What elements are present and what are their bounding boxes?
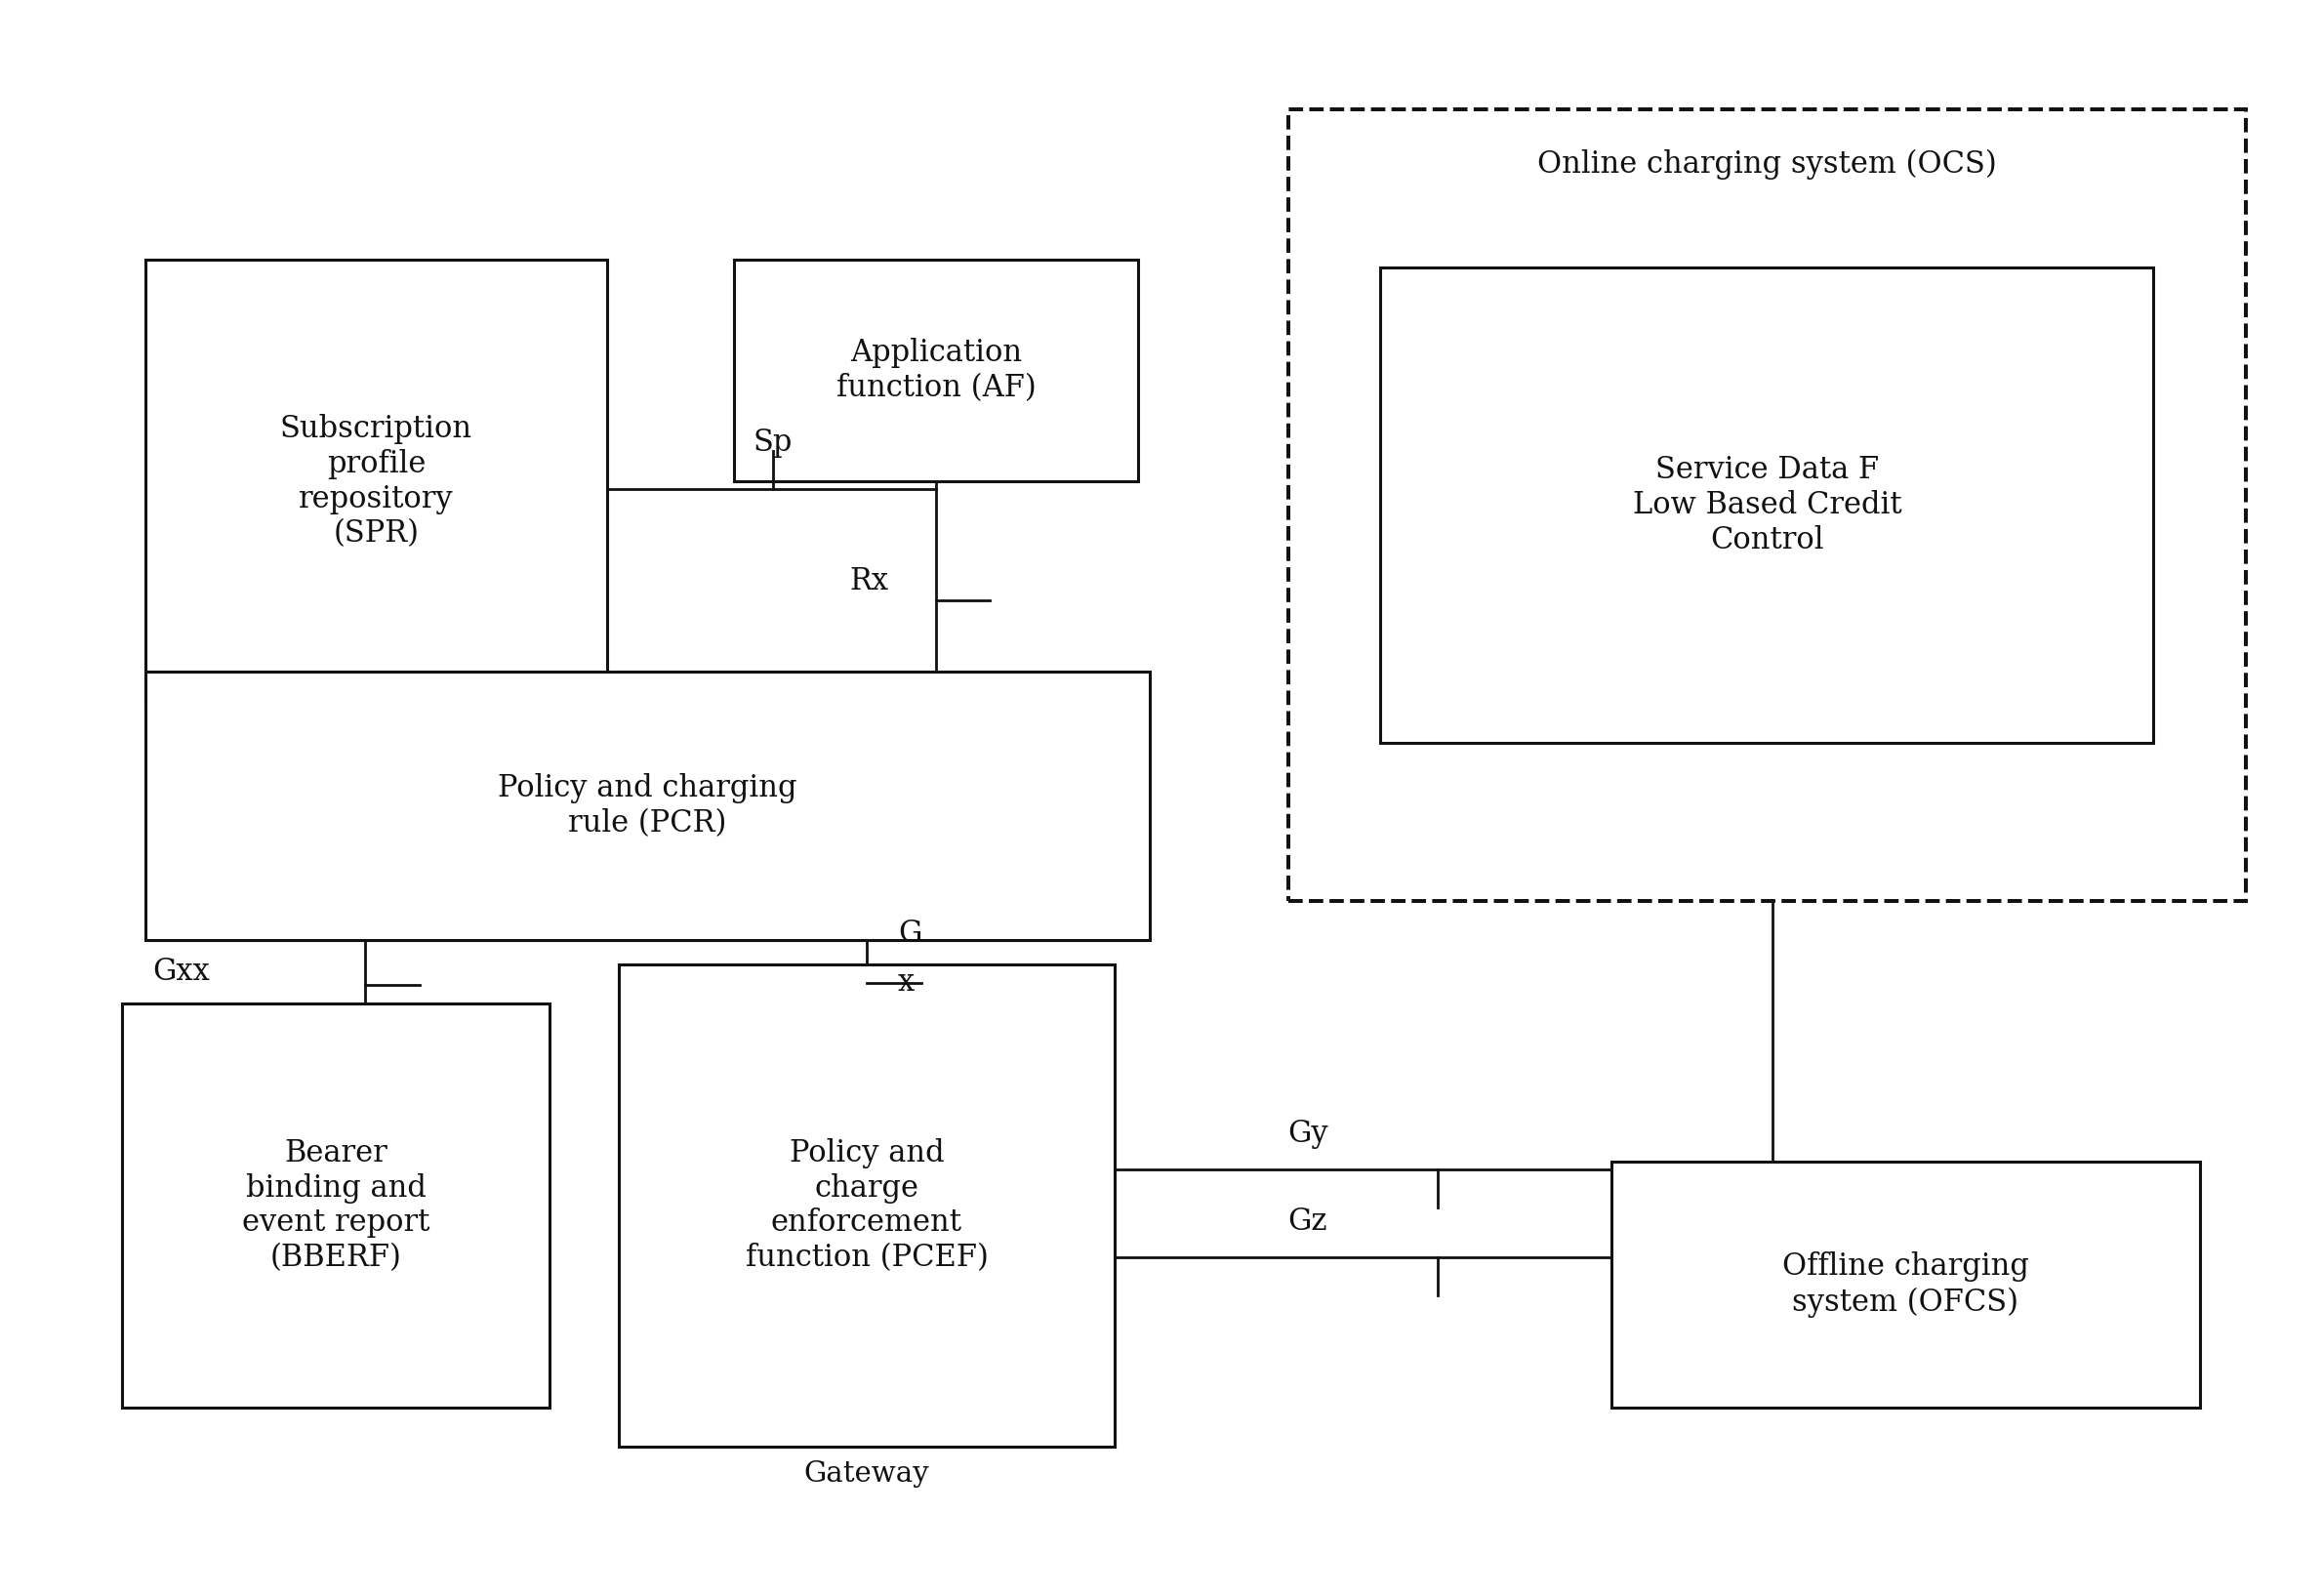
Bar	[618, 964, 1115, 1448]
Text: Offline charging
system (OFCS): Offline charging system (OFCS)	[1781, 1251, 2029, 1317]
Text: Application
function (AF): Application function (AF)	[836, 338, 1036, 404]
Bar	[1611, 1162, 2199, 1408]
Text: Rx: Rx	[850, 567, 889, 597]
Bar	[146, 672, 1149, 940]
Text: Sp: Sp	[752, 428, 792, 458]
Text: Gz: Gz	[1289, 1207, 1328, 1237]
Text: Service Data F
Low Based Credit
Control: Service Data F Low Based Credit Control	[1632, 455, 1902, 555]
Text: G: G	[899, 918, 922, 948]
Text: Policy and charging
rule (PCR): Policy and charging rule (PCR)	[497, 774, 796, 838]
Text: Bearer
binding and
event report
(BBERF): Bearer binding and event report (BBERF)	[241, 1138, 430, 1274]
Text: Gy: Gy	[1289, 1119, 1328, 1149]
Text: x: x	[899, 967, 915, 998]
Text: Gateway: Gateway	[803, 1460, 929, 1487]
Text: Online charging system (OCS): Online charging system (OCS)	[1537, 148, 1997, 180]
Text: Gxx: Gxx	[153, 958, 209, 988]
Bar	[123, 1004, 550, 1408]
Bar	[734, 260, 1138, 482]
Bar	[1289, 110, 2245, 900]
Bar	[1379, 268, 2152, 742]
Text: Policy and
charge
enforcement
function (PCEF): Policy and charge enforcement function (…	[745, 1138, 989, 1274]
Bar	[146, 260, 606, 704]
Text: Subscription
profile
repository
(SPR): Subscription profile repository (SPR)	[281, 413, 471, 549]
